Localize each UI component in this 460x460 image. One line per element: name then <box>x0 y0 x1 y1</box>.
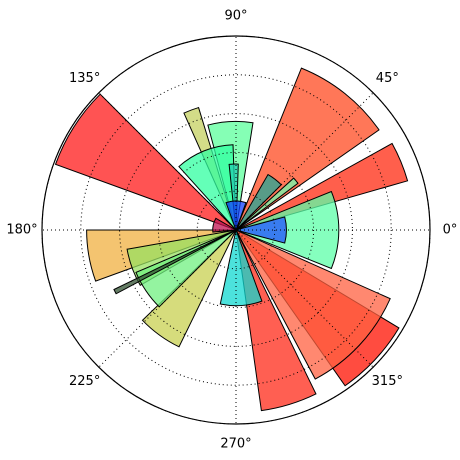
bar <box>219 228 263 307</box>
angle-tick-label: 225° <box>69 374 100 389</box>
bar <box>178 144 237 232</box>
grid-ring <box>196 190 276 270</box>
angle-tick-label: 180° <box>6 223 37 238</box>
bar <box>235 142 409 231</box>
angle-tick-label: 90° <box>224 9 247 24</box>
bar <box>235 229 317 412</box>
grid-spoke <box>98 229 237 368</box>
grid-spoke <box>235 229 374 368</box>
bar <box>234 228 391 380</box>
grid-spoke <box>98 92 237 231</box>
bar <box>225 200 247 232</box>
polar-frame <box>41 35 431 425</box>
bar <box>234 190 340 270</box>
angle-tick-label: 45° <box>376 71 399 86</box>
grid-spoke <box>235 92 374 231</box>
angle-tick-label: 0° <box>443 223 458 238</box>
angle-tick-label: 270° <box>220 437 251 452</box>
grid-ring <box>157 151 315 309</box>
bar <box>113 229 237 295</box>
bar <box>141 229 237 348</box>
angle-tick-label: 135° <box>69 71 100 86</box>
bar <box>212 217 238 233</box>
grid-ring <box>80 74 392 386</box>
angle-tick-label: 315° <box>372 374 403 389</box>
